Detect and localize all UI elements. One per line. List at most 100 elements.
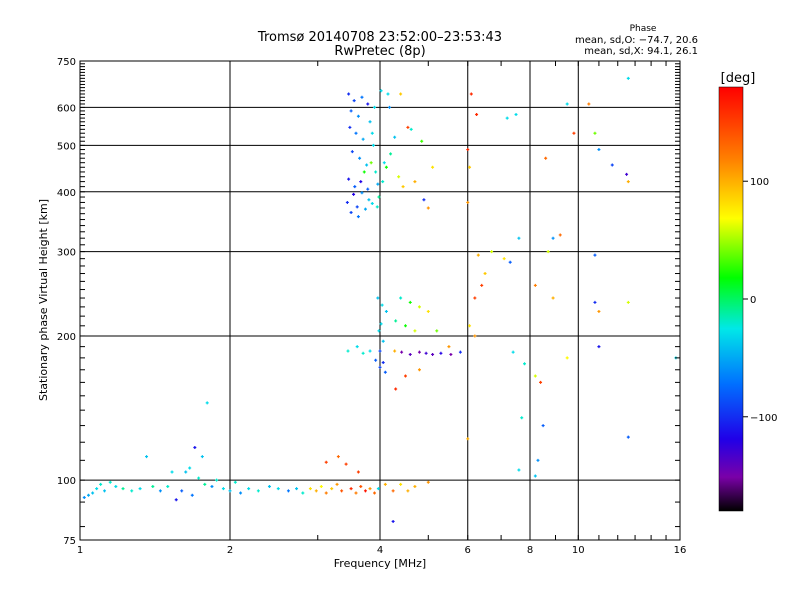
colorbar xyxy=(718,86,744,512)
data-point xyxy=(399,296,403,300)
data-point xyxy=(417,368,421,372)
data-point xyxy=(378,349,382,353)
data-point xyxy=(366,187,370,191)
data-point xyxy=(439,351,443,355)
data-point xyxy=(239,491,243,495)
y-tick-label: 600 xyxy=(57,103,76,114)
x-tick-label: 4 xyxy=(377,545,383,556)
data-point xyxy=(349,211,353,215)
y-tick-label: 500 xyxy=(57,141,76,152)
colorbar-tick-label: 0 xyxy=(750,295,756,306)
data-point xyxy=(276,487,280,491)
data-point xyxy=(347,92,351,96)
data-point xyxy=(324,491,328,495)
data-point xyxy=(347,177,351,181)
axis-ticks xyxy=(79,60,681,540)
data-point xyxy=(383,370,387,374)
chart-subtitle: RwPretec (8p) xyxy=(334,44,425,59)
data-point xyxy=(384,309,388,313)
data-point xyxy=(114,484,118,488)
data-point xyxy=(490,250,494,254)
data-point xyxy=(511,350,515,354)
data-point xyxy=(205,401,209,405)
data-point xyxy=(422,198,426,202)
data-point xyxy=(480,283,484,287)
data-point xyxy=(346,349,350,353)
data-point xyxy=(221,487,225,491)
data-point xyxy=(391,519,395,523)
colorbar-ticks: 100 0 −100 xyxy=(743,177,777,424)
data-point xyxy=(308,487,312,491)
data-point xyxy=(373,105,377,109)
data-point xyxy=(417,350,421,354)
data-point xyxy=(336,455,340,459)
data-point xyxy=(121,487,125,491)
data-point xyxy=(406,489,410,493)
data-point xyxy=(286,489,290,493)
data-point xyxy=(348,125,352,129)
data-point xyxy=(394,387,398,391)
data-point xyxy=(403,374,407,378)
data-point xyxy=(381,339,385,343)
data-point xyxy=(408,352,412,356)
data-point xyxy=(376,487,380,491)
y-tick-label: 75 xyxy=(63,536,76,547)
data-point xyxy=(379,322,383,326)
data-point xyxy=(544,156,548,160)
data-point xyxy=(349,109,353,113)
data-point xyxy=(151,484,155,488)
data-point xyxy=(502,257,506,261)
x-tick-label: 8 xyxy=(527,545,533,556)
data-point xyxy=(363,207,367,211)
data-point xyxy=(349,487,353,491)
data-point xyxy=(468,324,472,328)
data-point xyxy=(354,491,358,495)
x-tick-label: 16 xyxy=(674,545,687,556)
data-point xyxy=(483,272,487,276)
data-point xyxy=(203,482,207,486)
data-point xyxy=(359,180,363,184)
data-point xyxy=(377,329,381,333)
data-point xyxy=(546,250,550,254)
data-point xyxy=(468,165,472,169)
data-point xyxy=(625,172,629,176)
data-point xyxy=(377,195,381,199)
data-point xyxy=(449,352,453,356)
data-point xyxy=(431,352,435,356)
data-point xyxy=(388,105,392,109)
data-point xyxy=(626,300,630,304)
data-point xyxy=(180,489,184,493)
data-point xyxy=(533,283,537,287)
data-point xyxy=(473,296,477,300)
x-tick-labels: 1 2 4 6 8 10 16 xyxy=(77,545,687,556)
data-point xyxy=(381,180,385,184)
data-point xyxy=(130,489,134,493)
data-point xyxy=(368,120,372,124)
data-point xyxy=(466,437,470,441)
data-point xyxy=(458,350,462,354)
data-point xyxy=(228,489,232,493)
data-point xyxy=(413,180,417,184)
data-point xyxy=(533,474,537,478)
data-point xyxy=(360,95,364,99)
data-point xyxy=(197,476,201,480)
data-point xyxy=(417,305,421,309)
data-point xyxy=(426,309,430,313)
data-point xyxy=(391,489,395,493)
data-point xyxy=(353,185,357,189)
data-point xyxy=(373,491,377,495)
data-point xyxy=(533,374,537,378)
data-point xyxy=(368,349,372,353)
data-point xyxy=(626,180,630,184)
data-point xyxy=(565,102,569,106)
data-point xyxy=(541,424,545,428)
data-point xyxy=(379,89,383,93)
data-point xyxy=(86,493,90,497)
y-tick-label: 750 xyxy=(57,57,76,68)
data-point xyxy=(386,92,390,96)
data-point xyxy=(447,345,451,349)
data-point xyxy=(367,198,371,202)
y-tick-label: 100 xyxy=(57,476,76,487)
data-point xyxy=(399,482,403,486)
